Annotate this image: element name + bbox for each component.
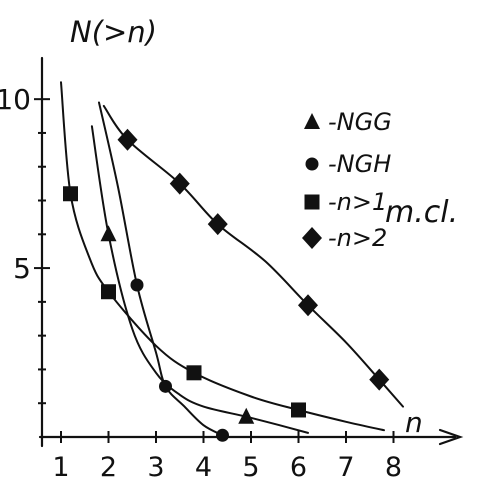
- x-tick-label: 3: [147, 452, 164, 483]
- data-point-n2: [117, 128, 138, 151]
- data-markers: [63, 128, 390, 442]
- data-point-n2: [207, 213, 228, 236]
- data-point-n1: [63, 186, 78, 202]
- y-axis-label: N(>n): [70, 15, 157, 49]
- data-point-ngh: [216, 428, 229, 442]
- legend-marker-ngh: [305, 157, 319, 171]
- x-axis-arrowhead: [438, 428, 464, 446]
- data-point-n2: [298, 294, 318, 317]
- y-tick-label: 10: [0, 83, 31, 116]
- legend-marker-n1: [304, 194, 320, 210]
- data-point-n1: [101, 284, 116, 300]
- data-point-ngh: [159, 379, 172, 393]
- legend-label-ngh: -NGH: [328, 150, 391, 178]
- x-tick-label: 5: [242, 452, 259, 483]
- data-point-n1: [186, 365, 202, 381]
- data-point-ngg: [100, 225, 117, 242]
- x-axis-label: n: [405, 406, 423, 439]
- data-point-ngh: [130, 278, 144, 292]
- axes: N(>n) n: [38, 15, 464, 448]
- legend-marker-ngg: [304, 113, 320, 129]
- series-line-n2: [102, 104, 404, 408]
- data-point-ngg: [238, 407, 255, 424]
- y-tick-label: 5: [13, 252, 31, 285]
- data-point-n1: [291, 402, 306, 418]
- x-tick-label: 2: [100, 452, 117, 483]
- units-label: m.cl.: [385, 195, 458, 230]
- series-line-ngh: [98, 101, 224, 437]
- series-line-ngg: [90, 125, 309, 434]
- data-point-n2: [369, 368, 390, 391]
- x-tick-label: 1: [52, 452, 69, 483]
- legend: -NGG -NGH -n>1 -n>2: [302, 108, 392, 252]
- x-tick-label: 7: [337, 452, 354, 483]
- legend-label-n2: -n>2: [328, 224, 387, 252]
- x-tick-label: 6: [290, 452, 307, 483]
- x-tick-label: 4: [195, 452, 212, 483]
- legend-marker-n2: [302, 227, 322, 249]
- legend-label-ngg: -NGG: [328, 108, 392, 136]
- legend-label-n1: -n>1: [328, 188, 387, 216]
- data-point-n2: [169, 172, 190, 195]
- x-tick-label: 8: [385, 452, 402, 483]
- series-line-n1: [60, 81, 385, 432]
